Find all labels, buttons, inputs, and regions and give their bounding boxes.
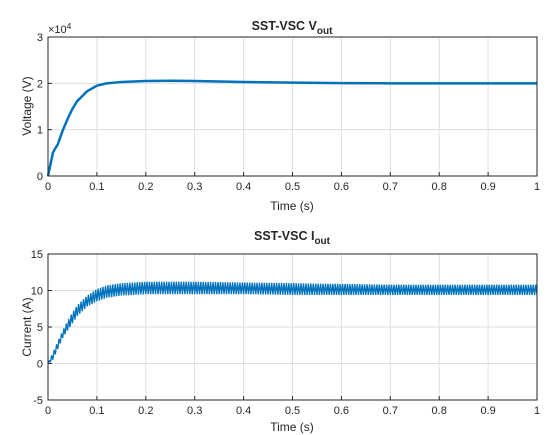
current-x-tick-label: 0.7	[383, 405, 398, 417]
voltage-x-axis-label: Time (s)	[270, 199, 314, 213]
voltage-title: SST-VSC Vout	[252, 19, 334, 37]
current-y-tick-label: 5	[37, 322, 43, 334]
voltage-x-tick-label: 0.2	[138, 181, 153, 193]
current-x-tick-label: 0.3	[187, 405, 202, 417]
current-x-tick-label: 0.1	[89, 405, 104, 417]
voltage-x-tick-label: 1	[534, 181, 540, 193]
voltage-x-tick-label: 0.4	[236, 181, 251, 193]
voltage-x-tick-label: 0.8	[432, 181, 447, 193]
voltage-x-tick-label: 0.9	[480, 181, 495, 193]
voltage-y-ticks: 0 1 2 3	[37, 32, 52, 183]
current-x-ticks: 0 0.1 0.2 0.3 0.4 0.5 0.6 0.7 0.8 0.9 1	[45, 396, 540, 417]
current-x-tick-label: 0.5	[285, 405, 300, 417]
voltage-x-tick-label: 0	[45, 181, 51, 193]
current-y-ticks: -5 0 5 10 15	[31, 249, 52, 407]
current-y-tick-label: 15	[31, 249, 43, 261]
voltage-y-exponent: ×104	[48, 21, 72, 36]
voltage-series-line	[46, 79, 537, 177]
current-y-tick-label: 10	[31, 286, 43, 298]
current-y-tick-label: 0	[37, 359, 43, 371]
voltage-x-tick-label: 0.5	[285, 181, 300, 193]
current-x-axis-label: Time (s)	[270, 420, 314, 434]
current-x-tick-label: 0.2	[138, 405, 153, 417]
current-y-axis-label: Current (A)	[20, 297, 34, 356]
current-series-line	[47, 281, 538, 364]
current-x-tick-label: 0.4	[236, 405, 251, 417]
current-x-tick-label: 0.9	[480, 405, 495, 417]
voltage-y-tick-label: 0	[37, 171, 43, 183]
current-x-tick-label: 0.6	[334, 405, 349, 417]
voltage-y-axis-label: Voltage (V)	[20, 76, 34, 135]
voltage-x-ticks: 0 0.1 0.2 0.3 0.4 0.5 0.6 0.7 0.8 0.9 1	[45, 172, 540, 193]
voltage-x-tick-label: 0.1	[89, 181, 104, 193]
voltage-x-tick-label: 0.7	[383, 181, 398, 193]
current-x-tick-label: 0	[45, 405, 51, 417]
voltage-y-tick-label: 3	[37, 32, 43, 44]
current-title: SST-VSC Iout	[254, 229, 331, 247]
voltage-x-tick-label: 0.6	[334, 181, 349, 193]
voltage-y-tick-label: 1	[37, 125, 43, 137]
voltage-y-tick-label: 2	[37, 78, 43, 90]
current-y-tick-label: -5	[33, 395, 43, 407]
current-x-tick-label: 1	[534, 405, 540, 417]
voltage-x-tick-label: 0.3	[187, 181, 202, 193]
current-x-tick-label: 0.8	[432, 405, 447, 417]
